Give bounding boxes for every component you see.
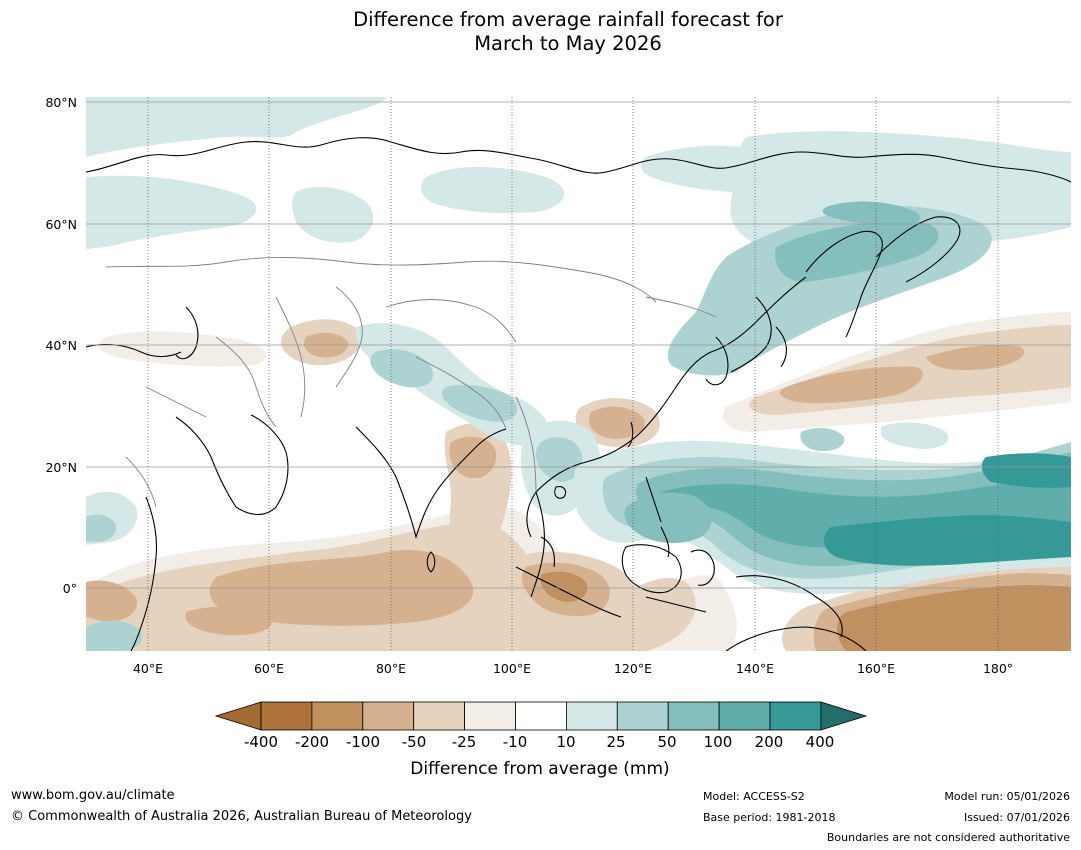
colorbar-bin: [413, 701, 465, 731]
model-run-date: Model run: 05/01/2026: [944, 790, 1070, 803]
lon-label-100e: 100°E: [492, 661, 531, 676]
boundary-disclaimer: Boundaries are not considered authoritat…: [826, 831, 1070, 844]
longitude-gridlines: [147, 97, 999, 651]
country-borders: [105, 257, 717, 508]
lon-label-80e: 80°E: [375, 661, 407, 676]
colorbar-tick-label: -200: [294, 733, 330, 751]
lon-label-40e: 40°E: [132, 661, 164, 676]
coastlines: [86, 137, 1071, 651]
lat-label-80n: 80°N: [45, 95, 77, 110]
map-title-line2: March to May 2026: [474, 32, 662, 55]
colorbar-bin: [362, 701, 415, 731]
lon-label-140e: 140°E: [735, 661, 774, 676]
copyright-notice: © Commonwealth of Australia 2026, Austra…: [11, 809, 472, 824]
rainfall-anomaly-map: [86, 97, 1071, 651]
colorbar-bin: [311, 701, 364, 731]
lat-label-60n: 60°N: [45, 217, 77, 232]
colorbar-tick-label: -100: [345, 733, 381, 751]
latitude-gridlines: [86, 101, 1071, 589]
colorbar-tick-label: -10: [502, 733, 528, 751]
colorbar-bin: [565, 701, 618, 731]
colorbar-tick-label: 25: [606, 733, 626, 751]
lon-label-120e: 120°E: [613, 661, 652, 676]
colorbar-tick-label: -50: [401, 733, 427, 751]
map-title: Difference from average rainfall forecas…: [0, 8, 1081, 56]
map-title-line1: Difference from average rainfall forecas…: [353, 8, 783, 31]
colorbar-bin: [515, 701, 567, 731]
wet-anomaly-regions: [86, 97, 1071, 651]
colorbar-bin: [769, 701, 822, 731]
colorbar-tick-label: 200: [754, 733, 784, 751]
colorbar-title: Difference from average (mm): [410, 759, 670, 779]
colorbar-bin: [260, 701, 313, 731]
model-name: Model: ACCESS-S2: [703, 790, 805, 803]
lat-label-40n: 40°N: [45, 338, 77, 353]
colorbar-tick-label: 10: [556, 733, 576, 751]
website-link[interactable]: www.bom.gov.au/climate: [11, 788, 175, 803]
lon-label-60e: 60°E: [253, 661, 285, 676]
colorbar-arrow-high: [820, 701, 868, 731]
lat-label-20n: 20°N: [45, 460, 77, 475]
colorbar-bin: [667, 701, 720, 731]
base-period: Base period: 1981-2018: [703, 811, 836, 824]
lat-label-0: 0°: [62, 581, 77, 596]
issued-date: Issued: 07/01/2026: [963, 811, 1070, 824]
lon-label-160e: 160°E: [856, 661, 895, 676]
lon-label-180: 180°: [982, 661, 1014, 676]
colorbar-bin: [464, 701, 516, 731]
colorbar: [214, 701, 868, 731]
colorbar-tick-label: 50: [657, 733, 677, 751]
colorbar-bin: [718, 701, 771, 731]
colorbar-arrow-low: [214, 701, 262, 731]
colorbar-tick-label: -400: [243, 733, 279, 751]
colorbar-tick-label: 400: [805, 733, 835, 751]
colorbar-tick-label: 100: [703, 733, 733, 751]
colorbar-tick-label: -25: [451, 733, 477, 751]
colorbar-bin: [616, 701, 669, 731]
